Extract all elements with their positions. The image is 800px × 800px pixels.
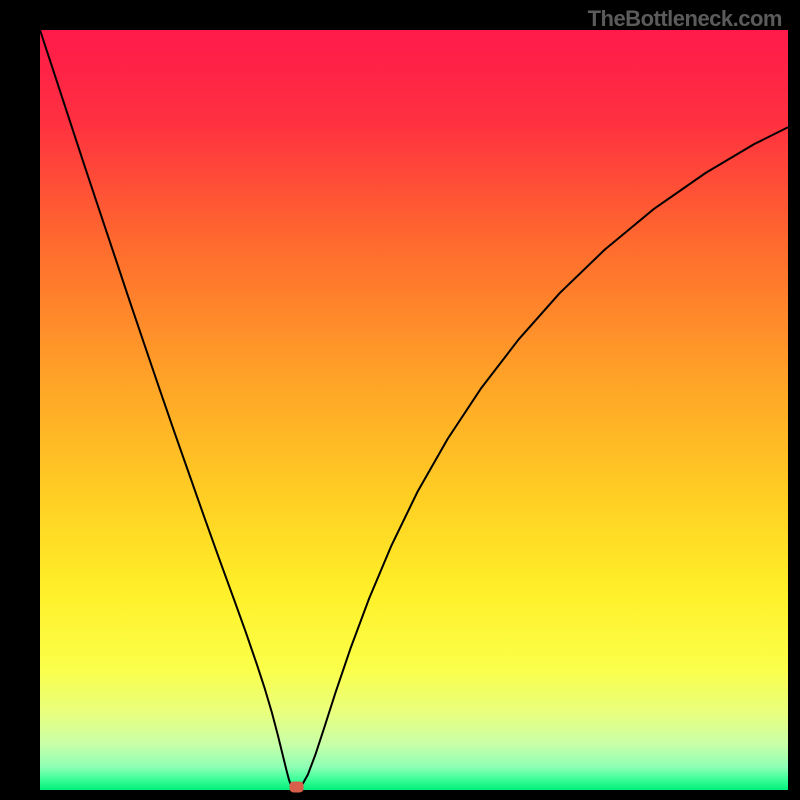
marker-layer bbox=[290, 781, 304, 792]
chart-container: TheBottleneck.com bbox=[0, 0, 800, 800]
minimum-marker bbox=[290, 781, 304, 792]
plot-background-gradient bbox=[40, 30, 788, 790]
chart-svg bbox=[0, 0, 800, 800]
watermark-label: TheBottleneck.com bbox=[588, 6, 782, 32]
